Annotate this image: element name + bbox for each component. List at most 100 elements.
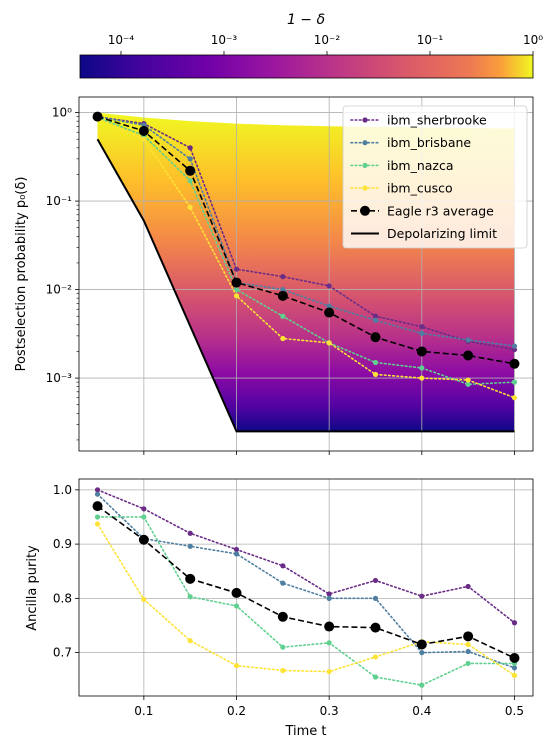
bottom-series-ibm-brisbane-point (465, 648, 471, 655)
top-series-eagle-r3-average-point (370, 332, 381, 343)
top-panel: 10⁻³ 10⁻² 10⁻¹ 10⁰ Postselection probabilit… (14, 96, 534, 455)
bottom-xlabel: Time t (284, 724, 326, 739)
colorbar-tick-label-1: 10⁻³ (211, 33, 238, 47)
bottom-series-ibm-cusco-point (511, 672, 518, 678)
bottom-series-eagle-r3-average-point (185, 573, 196, 584)
top-series-ibm-sherbrooke-line (96, 115, 516, 351)
top-axis-ticks: 10⁻³ 10⁻² 10⁻¹ 10⁰ (46, 106, 515, 455)
top-series-eagle-r3-average-point (277, 290, 288, 301)
top-series-ibm-cusco-point (187, 204, 193, 210)
bottom-series-ibm-sherbrooke-point (187, 530, 193, 536)
bottom-panel-frame (78, 478, 534, 697)
top-y-tick-label-1: 10⁻² (46, 283, 73, 297)
legend: ibm_sherbrooke ibm_brisbane ibm_nazca ibm_c… (342, 105, 528, 249)
bottom-series-ibm-nazca-point (465, 660, 471, 667)
legend-marker-4 (360, 205, 370, 216)
top-series-ibm-brisbane-point (511, 343, 518, 349)
top-series-eagle-r3-average-point (185, 165, 196, 176)
bottom-series-ibm-sherbrooke-point (233, 546, 240, 553)
top-series-eagle-r3-average-point (509, 358, 520, 369)
colorbar-tick-label-0: 10⁻⁴ (108, 33, 135, 47)
bottom-series-ibm-brisbane-point (233, 551, 240, 557)
bottom-series-eagle-r3-average-point (324, 621, 335, 632)
legend-marker-0 (362, 117, 368, 123)
top-series-ibm-cusco-point (233, 293, 240, 299)
bottom-series-ibm-cusco-point (280, 667, 286, 674)
top-series-ibm-nazca-point (511, 379, 518, 385)
colorbar-ticks: 10⁻⁴ 10⁻³ 10⁻² 10⁻¹ 10⁰ (108, 33, 543, 55)
legend-label-5: Depolarizing limit (387, 226, 497, 241)
top-series-ibm-cusco-point (465, 377, 471, 383)
top-series-ibm-nazca-point (233, 286, 240, 293)
top-series-eagle-r3-average-point (324, 307, 335, 318)
bottom-series-ibm-cusco-point (141, 596, 147, 603)
bottom-series-ibm-brisbane-point (187, 543, 193, 549)
bottom-series-ibm-brisbane-line (96, 493, 516, 669)
colorbar-tick-label-3: 10⁻¹ (417, 33, 444, 47)
top-series-eagle-r3-average-point (138, 125, 149, 136)
top-series-ibm-nazca-line (96, 116, 516, 386)
bottom-series-eagle-r3-average-point (416, 639, 427, 650)
bottom-series-ibm-nazca-point (94, 514, 101, 520)
top-series-ibm-brisbane-point (372, 317, 379, 323)
top-series-ibm-nazca-point (372, 359, 379, 366)
top-series-ibm-brisbane-point (280, 286, 286, 293)
top-series-ibm-cusco-point (280, 335, 286, 342)
bottom-series-ibm-nazca-point (280, 644, 286, 650)
bottom-series-ibm-nazca-point (419, 682, 425, 688)
top-panel-frame (78, 96, 534, 452)
bottom-y-tick-label-1: 0.8 (53, 591, 72, 605)
colorbar-gradient (79, 54, 534, 79)
top-series-ibm-sherbrooke-point (280, 274, 286, 280)
bottom-series-eagle-r3-average-point (509, 653, 520, 664)
bottom-x-tick-label-0: 0.1 (134, 704, 153, 718)
bottom-series-ibm-brisbane-point (372, 595, 379, 601)
top-series-ibm-brisbane-point (465, 337, 471, 343)
bottom-series-ibm-sherbrooke-point (465, 583, 471, 590)
bottom-series-ibm-cusco-point (465, 641, 471, 648)
bottom-y-tick-label-2: 0.9 (53, 537, 72, 551)
bottom-series-eagle-r3-average-point (463, 631, 474, 642)
bottom-series-ibm-cusco-point (326, 668, 332, 675)
top-y-tick-label-3: 10⁰ (52, 106, 72, 120)
bottom-series-ibm-nazca-point (187, 594, 193, 600)
legend-label-4: Eagle r3 average (387, 203, 494, 218)
colorbar-tick-label-4: 10⁰ (523, 33, 543, 47)
top-series (92, 111, 520, 433)
bottom-series-ibm-nazca-line (96, 516, 516, 686)
bottom-x-tick-label-2: 0.3 (320, 704, 339, 718)
bottom-series-ibm-brisbane-point (419, 650, 425, 656)
bottom-series-ibm-sherbrooke-line (96, 489, 516, 624)
legend-label-1: ibm_brisbane (387, 135, 471, 150)
top-series-ibm-nazca-point (280, 313, 286, 319)
bottom-series-ibm-nazca-point (233, 603, 240, 609)
top-series-eagle-r3-average-point (463, 350, 474, 361)
legend-box (342, 105, 528, 249)
top-series-depolarizing-limit-line (96, 138, 515, 433)
legend-marker-3 (362, 185, 368, 191)
top-series-ibm-nazca-point (419, 365, 425, 371)
bottom-series-ibm-sherbrooke-point (326, 591, 332, 597)
legend-label-3: ibm_cusco (387, 181, 453, 196)
bottom-panel: 0.1 0.2 0.3 0.4 0.5 0.7 0.8 0.9 1.0 Ancilla puri… (25, 478, 534, 739)
colorbar-tick-label-2: 10⁻² (314, 33, 341, 47)
colorbar-title: 1 − δ (287, 12, 325, 28)
top-series-ibm-cusco-point (326, 340, 332, 346)
legend-marker-2 (362, 162, 368, 168)
bottom-series-eagle-r3-average-point (277, 611, 288, 622)
top-series-eagle-r3-average-point (92, 111, 103, 122)
bottom-series-ibm-brisbane-point (326, 595, 332, 601)
top-series-ibm-brisbane-point (187, 156, 193, 162)
bottom-series-ibm-cusco-point (372, 654, 379, 660)
bottom-series-eagle-r3-average-point (231, 587, 242, 598)
top-series-ibm-cusco-line (96, 118, 516, 399)
top-series-ibm-sherbrooke-point (187, 145, 193, 151)
top-series-ibm-cusco-point (141, 136, 147, 142)
top-series-ibm-nazca-point (187, 178, 193, 184)
top-series-ibm-brisbane-line (96, 115, 516, 347)
bottom-series-ibm-cusco-point (94, 521, 101, 527)
bottom-ylabel: Ancilla purity (25, 545, 40, 631)
top-y-tick-label-0: 10⁻³ (46, 371, 73, 385)
bottom-axis-ticks: 0.1 0.2 0.3 0.4 0.5 0.7 0.8 0.9 1.0 (53, 483, 524, 718)
